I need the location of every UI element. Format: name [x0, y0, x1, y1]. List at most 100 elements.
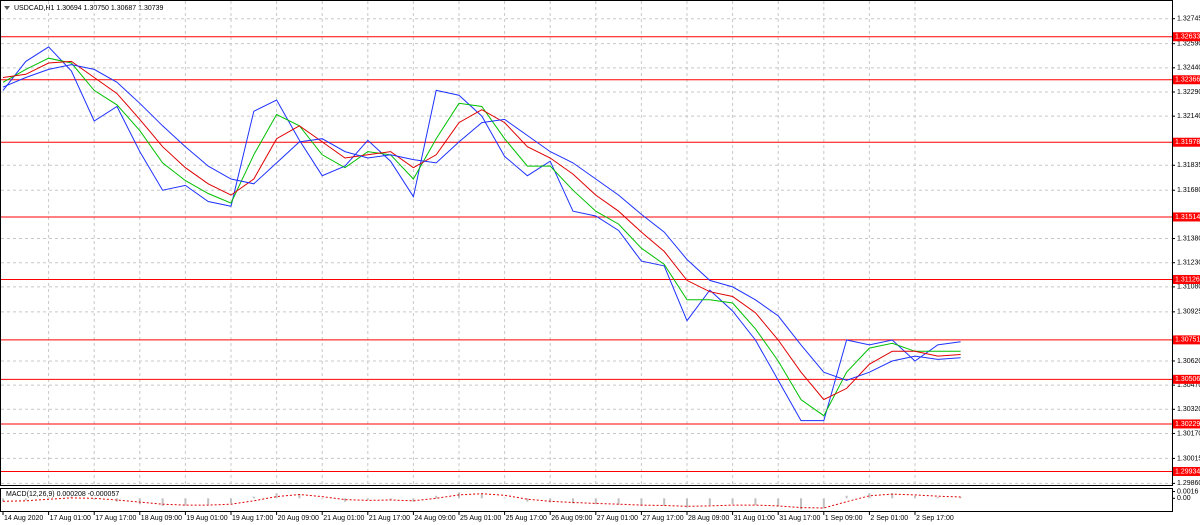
macd-bar: [640, 498, 643, 506]
x-tick-label: 2 Sep 01:00: [870, 515, 908, 522]
macd-bar: [617, 498, 620, 505]
macd-bar: [161, 498, 164, 506]
moving-average: [2, 57, 961, 417]
macd-bar: [2, 498, 4, 502]
y-tick-label: 0.00: [1177, 495, 1191, 502]
y-tick-label: 1.29860: [1177, 480, 1200, 487]
macd-signal: [2, 493, 961, 509]
macd-bar: [936, 497, 939, 499]
macd-bar: [230, 498, 232, 504]
y-tick-label: 1.31230: [1177, 260, 1200, 267]
y-tick-label: 1.30320: [1177, 406, 1200, 413]
moving-average: [2, 60, 961, 401]
macd-bar: [366, 498, 369, 500]
main-pane: [0, 0, 1173, 486]
level-tag: [1173, 374, 1200, 384]
y-tick-label: 1.30170: [1177, 430, 1200, 437]
level-tag: [1173, 419, 1200, 429]
macd-bar: [252, 496, 255, 499]
macd-bar: [480, 493, 483, 499]
x-tick-label: 17 Aug 01:00: [50, 515, 91, 522]
y-tick-label: 0.0016: [1177, 488, 1199, 495]
macd-bar: [207, 498, 210, 505]
x-tick-label: 17 Aug 17:00: [95, 515, 136, 522]
macd-bar: [868, 493, 871, 499]
level-label: 1.31514: [1175, 214, 1200, 221]
macd-bar: [686, 498, 688, 508]
symbol-icon: [4, 6, 10, 10]
macd-bar: [116, 498, 118, 502]
macd-bar: [435, 495, 438, 499]
y-tick-label: 1.32140: [1177, 113, 1200, 120]
macd-bar: [708, 498, 711, 506]
level-label: 1.31978: [1175, 139, 1200, 146]
y-tick-label: 1.30470: [1177, 382, 1200, 389]
level-label: 1.32366: [1175, 77, 1200, 84]
level-label: 1.32633: [1175, 34, 1200, 41]
y-tick-label: 1.30015: [1177, 455, 1200, 462]
macd-bar: [845, 495, 848, 499]
macd-bar: [549, 498, 552, 503]
y-tick-label: 1.30925: [1177, 309, 1200, 316]
macd-bar: [138, 498, 141, 505]
level-label: 1.30506: [1175, 376, 1200, 383]
macd-bar: [822, 498, 825, 509]
y-tick-label: 1.31080: [1177, 284, 1200, 291]
x-tick-label: 31 Aug 17:00: [779, 515, 820, 522]
macd-pane: [0, 488, 1173, 512]
macd-bar: [344, 498, 346, 502]
price-line: [2, 46, 961, 422]
macd-bar: [389, 498, 392, 500]
x-tick-label: 2 Sep 17:00: [916, 515, 954, 522]
y-tick-label: 1.31380: [1177, 235, 1200, 242]
macd-title: MACD(12,26,9) 0.000208 -0.000057: [6, 491, 119, 498]
macd-bar: [663, 498, 666, 506]
y-tick-label: 1.32590: [1177, 41, 1200, 48]
y-tick-label: 1.32440: [1177, 65, 1200, 72]
level-label: 1.31126: [1175, 276, 1200, 283]
level-label: 1.30751: [1175, 337, 1200, 344]
macd-bar: [503, 497, 506, 499]
y-tick-label: 1.30620: [1177, 358, 1200, 365]
x-tick-label: 21 Aug 17:00: [369, 515, 410, 522]
x-tick-label: 14 Aug 2020: [4, 515, 43, 522]
x-tick-label: 19 Aug 17:00: [232, 515, 273, 522]
macd-bar: [731, 498, 734, 505]
macd-bar: [47, 497, 50, 499]
y-tick-label: 1.31680: [1177, 187, 1200, 194]
level-tag: [1173, 75, 1200, 85]
macd-bar: [891, 493, 894, 499]
macd-bar: [572, 498, 574, 504]
x-tick-label: 20 Aug 09:00: [278, 515, 319, 522]
level-tag: [1173, 274, 1200, 284]
macd-bar: [594, 498, 597, 505]
macd-bar: [275, 493, 278, 499]
y-tick-label: 1.31835: [1177, 162, 1200, 169]
x-tick-label: 21 Aug 01:00: [323, 515, 364, 522]
y-tick-label: 1.32290: [1177, 89, 1200, 96]
x-tick-label: 18 Aug 09:00: [141, 515, 182, 522]
macd-bar: [754, 498, 757, 506]
macd-bar: [959, 497, 962, 499]
macd-bar: [412, 498, 415, 502]
macd-bar: [914, 495, 916, 499]
x-tick-label: 31 Aug 01:00: [734, 515, 775, 522]
macd-bar: [800, 498, 802, 510]
level-tag: [1173, 466, 1200, 476]
moving-average: [2, 64, 961, 381]
macd-bar: [184, 498, 187, 506]
x-tick-label: 24 Aug 09:00: [414, 515, 455, 522]
x-tick-label: 26 Aug 09:00: [551, 515, 592, 522]
x-tick-label: 27 Aug 01:00: [597, 515, 638, 522]
x-tick-label: 19 Aug 01:00: [186, 515, 227, 522]
level-label: 1.29934: [1175, 468, 1200, 475]
macd-bar: [526, 498, 529, 502]
level-tag: [1173, 32, 1200, 42]
level-tag: [1173, 212, 1200, 222]
level-tag: [1173, 335, 1200, 345]
level-label: 1.30229: [1175, 421, 1200, 428]
x-tick-label: 1 Sep 09:00: [825, 515, 863, 522]
x-tick-label: 27 Aug 17:00: [642, 515, 683, 522]
x-tick-label: 25 Aug 01:00: [460, 515, 501, 522]
